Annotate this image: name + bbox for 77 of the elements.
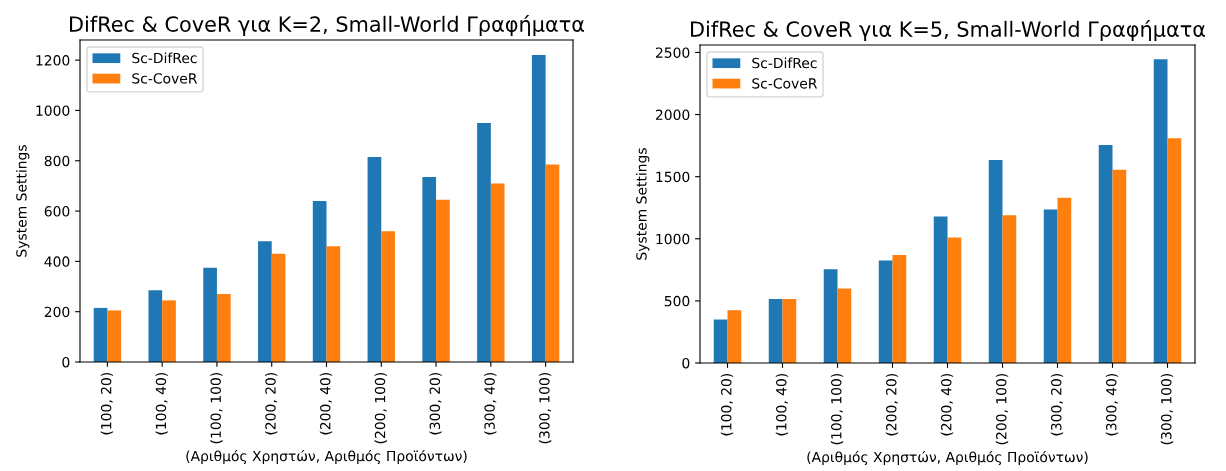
bar [477,123,491,362]
y-axis-title: System Settings [635,148,650,260]
y-tick-label: 1200 [36,55,70,66]
bar [107,310,122,362]
y-tick-label: 1500 [656,171,690,183]
bar [148,290,163,362]
x-tick-label: (200, 20) [265,372,278,435]
x-axis-title: (Αριθμός Χρηστών, Αριθμός Προϊόντων) [186,449,467,464]
bar [367,156,382,362]
bar [258,241,272,362]
bar [162,300,176,362]
y-tick-label: 600 [44,206,70,217]
x-tick-label: (200, 100) [995,373,1009,445]
x-tick-label: (100, 100) [830,373,844,445]
y-tick-label: 800 [44,155,70,167]
bar [490,183,505,362]
x-tick-label: (100, 20) [720,373,734,436]
y-tick-label: 0 [682,357,690,369]
bar [93,307,108,362]
bar [823,269,838,363]
bar [878,260,893,363]
x-tick-label: (100, 40) [775,373,789,436]
bar [727,310,742,363]
bar [713,319,728,363]
bar [436,199,450,362]
x-tick-label: (300, 40) [1105,373,1119,436]
legend-label: Sc-DifRec [132,52,197,64]
y-tick-label: 400 [44,256,70,267]
chart-title: DifRec & CoveR για K=5, Small-World Γραφήματα [691,20,1205,41]
x-tick-label: (300, 100) [538,372,552,444]
y-tick-label: 200 [44,306,70,318]
chart-title: DifRec & CoveR για K=2, Small-World Γραφήματα [70,15,584,36]
bar [892,254,907,363]
bar [545,164,560,362]
y-tick-label: 1000 [656,233,690,245]
x-tick-label: (200, 40) [940,373,954,436]
bar [1002,215,1017,363]
bar [947,237,962,363]
bar [1057,197,1072,363]
bar [422,177,437,362]
x-tick-label: (200, 20) [885,373,899,436]
x-tick-label: (300, 100) [1160,373,1174,445]
x-tick-label: (200, 100) [374,372,387,444]
bar [988,159,1003,363]
bar [768,299,783,363]
bar [933,216,948,363]
x-tick-label: (300, 20) [429,372,442,435]
y-tick-label: 0 [62,356,70,368]
x-tick-label: (300, 40) [484,372,497,435]
y-tick-label: 500 [664,295,690,307]
y-tick-label: 1000 [36,105,70,116]
bar [1153,59,1168,363]
bar [216,294,231,362]
bar [531,55,546,362]
bar [1043,209,1058,363]
bar [312,201,327,362]
bar [1098,145,1113,363]
legend-label: Sc-CoveR [132,73,198,84]
x-tick-label: (300, 20) [1050,373,1064,436]
bar [326,246,341,362]
legend-label: Sc-DifRec [752,57,817,69]
x-tick-label: (200, 40) [319,372,333,435]
bar [782,299,797,363]
y-tick-label: 2000 [655,109,690,121]
legend-label: Sc-CoveR [752,78,818,89]
y-tick-label: 2500 [655,47,690,58]
bar [381,231,395,362]
bar [1167,138,1182,363]
y-axis-title: System Settings [15,145,30,257]
bar [203,267,217,362]
bar [271,253,286,362]
x-axis-title: (Αριθμός Χρηστών, Αριθμός Προϊόντων) [807,450,1088,465]
x-tick-label: (100, 40) [155,372,168,435]
bar [1112,169,1127,363]
x-tick-label: (100, 100) [210,372,223,444]
bar [837,288,852,363]
x-tick-label: (100, 20) [100,372,114,435]
